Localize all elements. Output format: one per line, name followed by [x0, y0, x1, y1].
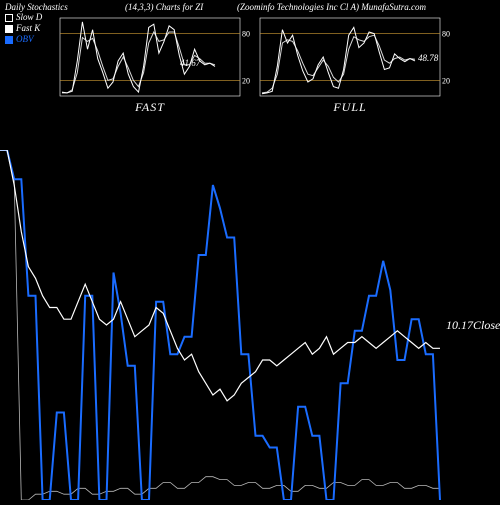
legend-item-obv: OBV [5, 34, 42, 45]
legend-item-slowd: Slow D [5, 12, 42, 23]
mini-full-label: FULL [260, 100, 440, 115]
svg-text:20: 20 [242, 76, 250, 85]
mini-chart-fast: 802041.67 FAST [60, 18, 240, 115]
mini-charts-row: 802041.67 FAST 802048.78 FULL [60, 18, 440, 115]
swatch-fastk [5, 25, 13, 33]
svg-text:48.78: 48.78 [418, 53, 439, 63]
title-left: Daily Stochastics [5, 2, 68, 12]
svg-text:80: 80 [442, 30, 450, 39]
title-company: (Zoominfo Technologies Inc Cl A) MunafaS… [237, 2, 426, 12]
svg-text:41.67: 41.67 [180, 58, 201, 68]
legend-item-fastk: Fast K [5, 23, 42, 34]
svg-text:80: 80 [242, 30, 250, 39]
legend-label: Slow D [16, 12, 42, 23]
swatch-slowd [5, 14, 13, 22]
mini-chart-full: 802048.78 FULL [260, 18, 440, 115]
legend-label: Fast K [16, 23, 40, 34]
mini-fast-svg: 802041.67 [60, 18, 240, 96]
swatch-obv [5, 36, 13, 44]
svg-text:20: 20 [442, 76, 450, 85]
legend: Slow D Fast K OBV [5, 12, 42, 45]
title-params: (14,3,3) Charts for ZI [125, 2, 203, 12]
legend-label: OBV [16, 34, 34, 45]
main-chart: 10.17Close [0, 150, 500, 500]
mini-full-svg: 802048.78 [260, 18, 440, 96]
main-chart-svg: 10.17Close [0, 150, 500, 500]
mini-fast-label: FAST [60, 100, 240, 115]
svg-text:10.17Close: 10.17Close [446, 318, 500, 332]
